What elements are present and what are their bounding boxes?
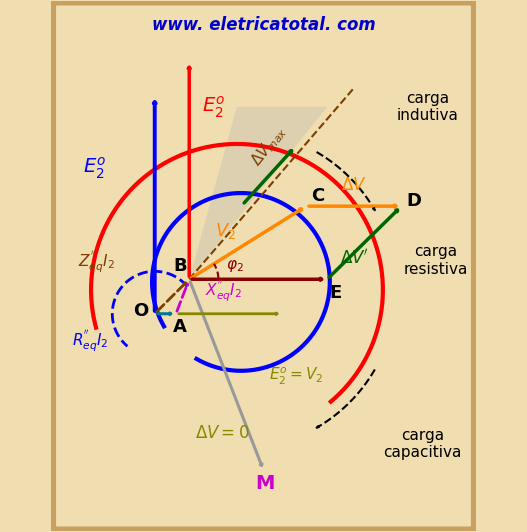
Text: $R_{eq}^{''}I_2$: $R_{eq}^{''}I_2$ <box>73 328 109 354</box>
Text: B: B <box>173 257 187 275</box>
Text: carga
indutiva: carga indutiva <box>397 90 459 123</box>
Text: www. eletricatotal. com: www. eletricatotal. com <box>152 15 375 34</box>
Text: $\Delta V_{max}$: $\Delta V_{max}$ <box>248 122 291 170</box>
Text: A: A <box>173 318 187 336</box>
Text: D: D <box>407 192 422 210</box>
Text: C: C <box>311 187 325 205</box>
Text: $\Delta V=0$: $\Delta V=0$ <box>194 425 249 443</box>
Text: $E_2^o$: $E_2^o$ <box>83 155 106 181</box>
Text: carga
resistiva: carga resistiva <box>404 245 468 277</box>
FancyBboxPatch shape <box>53 2 474 530</box>
Text: $Z_{eq}^{''}I_2$: $Z_{eq}^{''}I_2$ <box>78 249 114 275</box>
Text: $\varphi_2$: $\varphi_2$ <box>227 257 244 273</box>
Text: E: E <box>330 284 342 302</box>
Text: M: M <box>256 474 275 493</box>
Text: $E_2^o$: $E_2^o$ <box>202 94 226 120</box>
Text: $\Delta V'$: $\Delta V'$ <box>340 248 369 268</box>
Text: $X_{eq}^{''}I_2$: $X_{eq}^{''}I_2$ <box>205 278 242 304</box>
Polygon shape <box>189 107 327 279</box>
Text: $\Delta V$: $\Delta V$ <box>340 176 366 194</box>
Text: O: O <box>133 302 149 320</box>
Text: carga
capacitiva: carga capacitiva <box>384 428 462 460</box>
Text: $E_2^o=V_2$: $E_2^o=V_2$ <box>269 365 324 387</box>
Text: $V_2$: $V_2$ <box>216 221 237 241</box>
